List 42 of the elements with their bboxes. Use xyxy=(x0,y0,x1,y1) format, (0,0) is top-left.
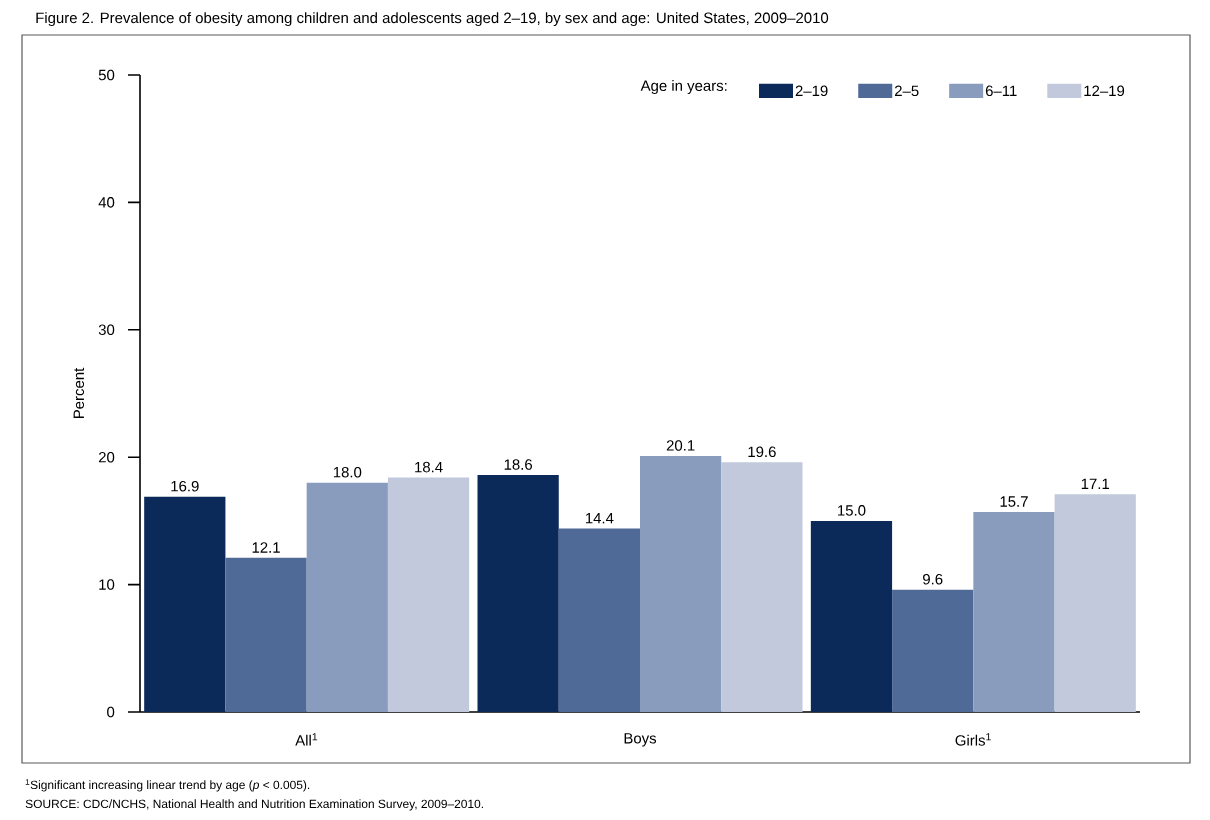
bar xyxy=(306,482,388,712)
legend-label: 6–11 xyxy=(985,85,1017,97)
bar xyxy=(387,477,470,712)
bar xyxy=(810,520,893,712)
data-label: 19.6 xyxy=(748,446,776,458)
data-label: 14.4 xyxy=(585,513,614,524)
data-label: 18.4 xyxy=(415,461,443,473)
data-label: 9.6 xyxy=(923,573,943,585)
data-label: 16.9 xyxy=(171,480,199,492)
y-tick-label: 10 xyxy=(99,579,115,590)
legend-label: 2–5 xyxy=(894,85,919,97)
data-label: 12.1 xyxy=(252,542,280,553)
bar xyxy=(225,557,307,712)
data-label: 17.1 xyxy=(1081,478,1110,489)
source-note: SOURCE: CDC/NCHS, National Health and Nutrition Examination Survey, 2009–2010. xyxy=(25,799,483,811)
x-tick-label: Girls$^{1}$ xyxy=(955,733,991,746)
y-axis-title: Percent xyxy=(73,367,85,419)
y-tick-label: 20 xyxy=(98,451,115,463)
bar xyxy=(144,496,226,712)
bar xyxy=(477,475,559,712)
y-tick-label: 40 xyxy=(98,197,115,208)
bar xyxy=(973,511,1055,712)
legend-label: 2–19 xyxy=(795,85,828,97)
legend-label: 12–19 xyxy=(1084,85,1125,97)
chart-title: Figure 2. Prevalence of obesity among children and adolescents aged 2–19, by sex and age: United States, 2009–2010 xyxy=(36,12,829,27)
data-label: 20.1 xyxy=(666,440,695,451)
y-tick-label: 30 xyxy=(98,324,115,336)
bar xyxy=(721,462,803,712)
x-tick-label: Boys xyxy=(624,733,657,747)
bar xyxy=(640,455,722,712)
legend-title: Age in years: xyxy=(640,80,727,94)
data-label: 15.7 xyxy=(1000,496,1028,507)
bar xyxy=(892,589,974,712)
data-label: 15.0 xyxy=(838,505,866,516)
y-tick-label: 50 xyxy=(98,69,115,81)
data-label: 18.6 xyxy=(504,459,533,470)
bar xyxy=(1054,494,1136,712)
data-label: 18.0 xyxy=(333,466,362,478)
x-tick-label: All$^{1}$ xyxy=(295,733,318,746)
text: $^{1}$Significant increasing linear trend by age (p < 0.005). xyxy=(25,779,310,792)
y-tick-label: 0 xyxy=(107,706,115,718)
bar xyxy=(558,528,640,712)
